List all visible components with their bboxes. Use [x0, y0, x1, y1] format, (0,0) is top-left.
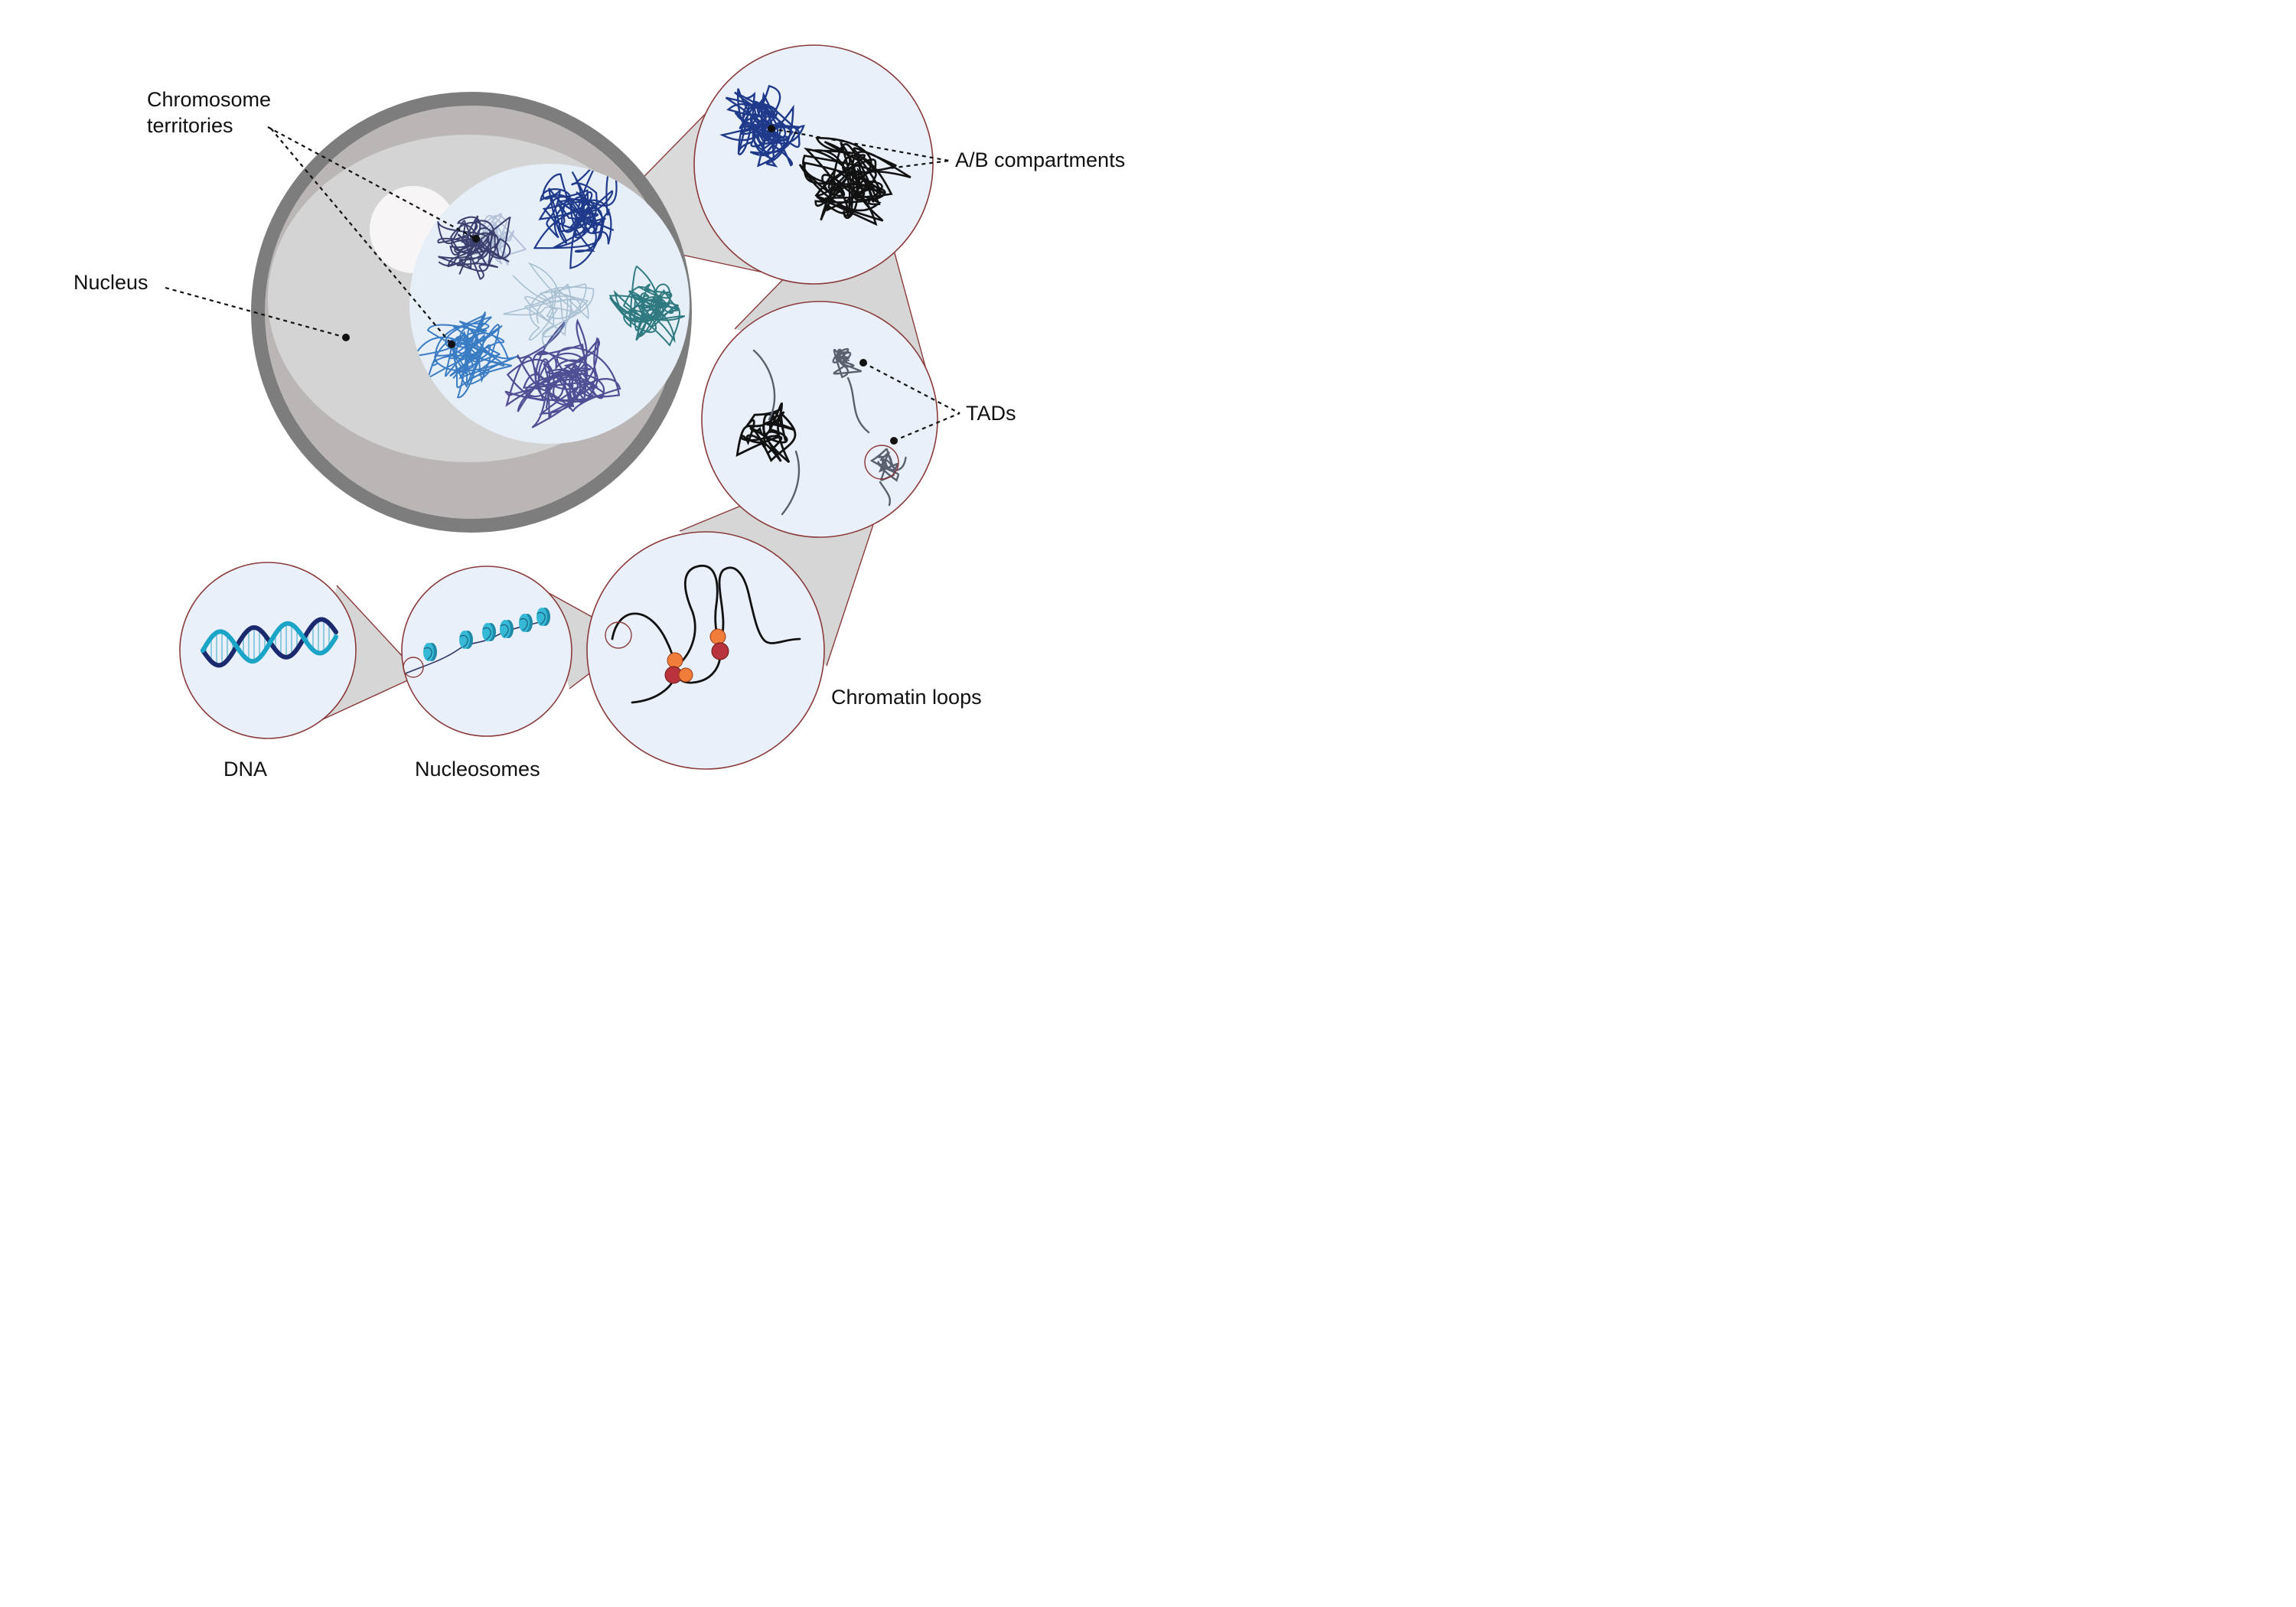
zoom-circle-ab-compartments	[693, 44, 934, 285]
nucleosome	[500, 620, 514, 638]
nucleosome	[536, 608, 550, 626]
label-tads: TADs	[966, 402, 1016, 425]
nucleus	[251, 92, 692, 533]
territory-teal	[608, 266, 686, 347]
label-chromosome-territories-line1: Chromosome	[147, 88, 272, 111]
label-nucleosomes: Nucleosomes	[415, 758, 540, 781]
tad-gray-lower	[869, 448, 907, 482]
cohesin-orange-3	[709, 628, 726, 645]
leader-dots	[342, 125, 898, 445]
territory-lightblue	[413, 311, 518, 399]
cohesin-red-2	[711, 642, 729, 660]
nucleosome	[423, 643, 437, 661]
loops-zoom-marker	[605, 621, 632, 649]
nucleosome	[519, 614, 533, 632]
leader-lines	[165, 126, 960, 442]
dna-strand-b	[201, 621, 338, 664]
tads-zoom-marker	[864, 445, 899, 480]
label-dna: DNA	[223, 758, 268, 781]
territory-mixed	[503, 262, 595, 348]
compartment-a	[719, 84, 805, 168]
label-nucleus: Nucleus	[73, 271, 148, 294]
cohesin-orange-1	[667, 652, 683, 669]
zoom-circle-dna	[179, 562, 357, 739]
label-ab-compartments: A/B compartments	[955, 148, 1126, 171]
diagram-artwork	[165, 44, 960, 770]
zoom-circle-tads	[701, 301, 938, 538]
diagram-canvas: Chromosome territories Nucleus A/B compa…	[0, 0, 1194, 842]
cohesin-orange-2	[678, 667, 693, 683]
tad-black	[735, 402, 797, 464]
chromosome-territories	[413, 164, 686, 429]
zoom-circle-nucleosomes	[401, 566, 572, 737]
compartment-b	[798, 136, 912, 227]
territory-slate	[437, 215, 511, 280]
nucleosome	[482, 623, 496, 641]
tad-connector-fiber	[752, 349, 891, 516]
nucleosome	[459, 631, 473, 649]
territory-navy	[533, 164, 618, 269]
tad-gray-upper	[832, 347, 863, 379]
zoom-circle-chromatin-loops	[586, 531, 825, 770]
nucleosomes-zoom-marker	[403, 657, 424, 678]
dna-double-helix	[201, 617, 338, 668]
label-chromosome-territories-line2: territories	[147, 114, 233, 137]
territory-purple	[504, 318, 621, 429]
label-chromatin-loops: Chromatin loops	[831, 686, 982, 709]
